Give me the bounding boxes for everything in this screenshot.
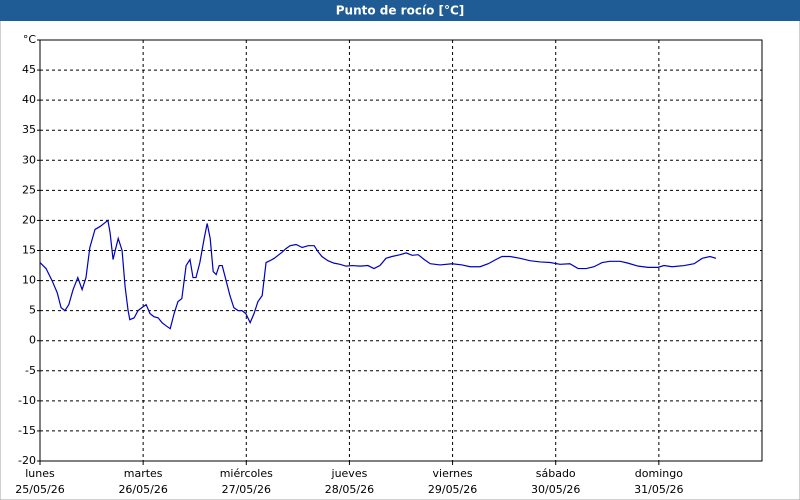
y-tick-label: 45 <box>22 63 36 76</box>
x-tick-label: martes <box>124 467 163 480</box>
y-tick-label: 30 <box>22 153 36 166</box>
y-tick-label: °C <box>23 33 37 46</box>
y-tick-label: 25 <box>22 183 36 196</box>
x-tick-label: miércoles <box>220 467 273 480</box>
y-tick-label: 15 <box>22 244 36 257</box>
y-tick-label: -5 <box>25 364 36 377</box>
x-tick-sublabel: 28/05/26 <box>325 483 374 496</box>
x-tick-sublabel: 25/05/26 <box>15 483 64 496</box>
y-tick-label: 10 <box>22 274 36 287</box>
x-tick-sublabel: 30/05/26 <box>531 483 580 496</box>
y-tick-label: -10 <box>18 394 36 407</box>
y-tick-label: 0 <box>29 334 36 347</box>
x-tick-label: domingo <box>635 467 683 480</box>
data-line <box>39 219 717 330</box>
x-tick-sublabel: 27/05/26 <box>222 483 271 496</box>
x-tick-label: viernes <box>433 467 473 480</box>
x-tick-sublabel: 26/05/26 <box>118 483 167 496</box>
y-tick-label: -15 <box>18 424 36 437</box>
x-tick-label: lunes <box>25 467 55 480</box>
x-tick-sublabel: 29/05/26 <box>428 483 477 496</box>
title-bar <box>0 0 800 21</box>
chart-title: Punto de rocío [°C] <box>336 4 465 18</box>
x-tick-label: sábado <box>536 467 576 480</box>
x-tick-label: jueves <box>331 467 368 480</box>
y-tick-label: 35 <box>22 123 36 136</box>
y-tick-label: 20 <box>22 213 36 226</box>
y-tick-label: 40 <box>22 93 36 106</box>
y-tick-label: 5 <box>29 304 36 317</box>
y-tick-label: -20 <box>18 454 36 467</box>
x-tick-sublabel: 31/05/26 <box>634 483 683 496</box>
